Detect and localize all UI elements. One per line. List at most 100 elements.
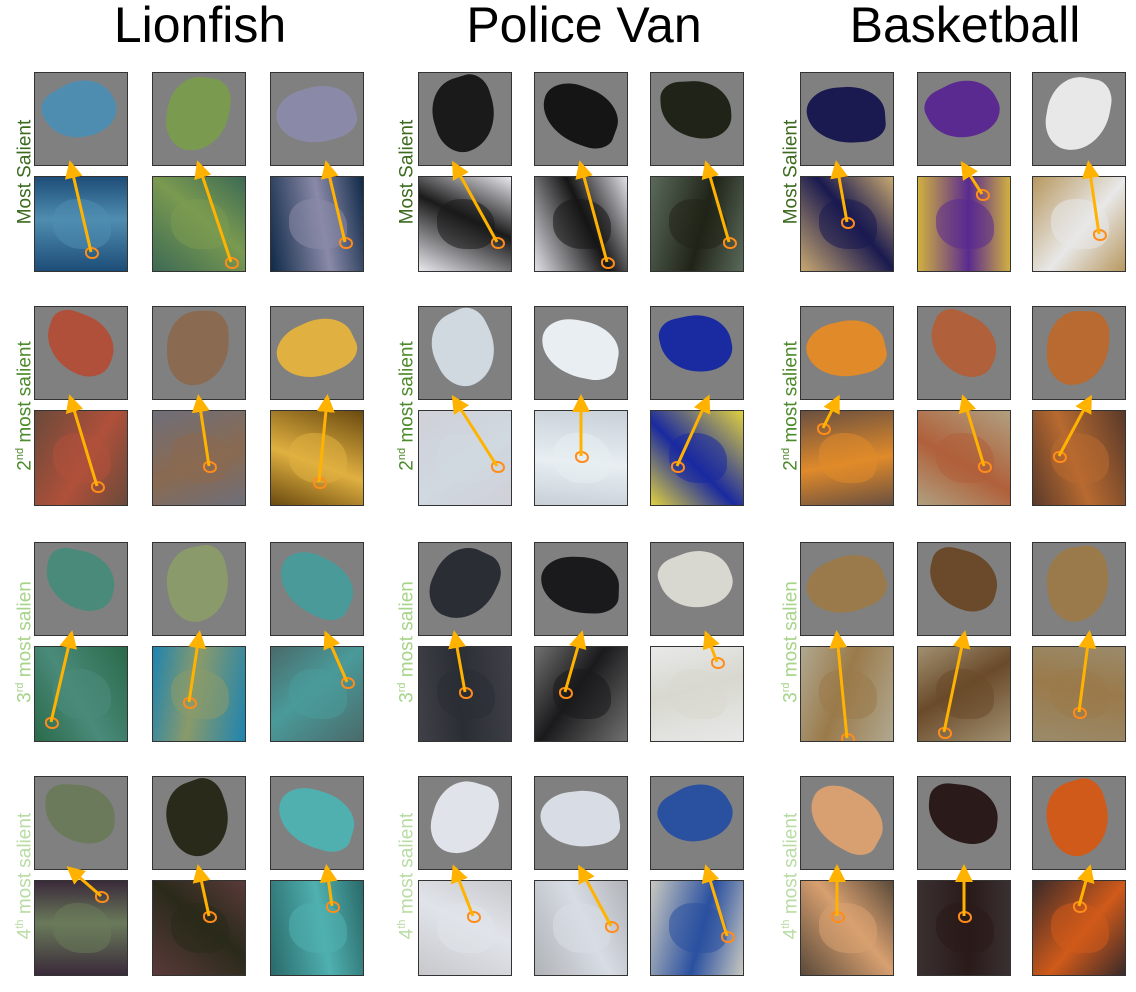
tile-ball-r2-c3	[1032, 306, 1126, 506]
patch-region	[36, 307, 124, 384]
salient-patch	[917, 542, 1011, 636]
salient-patch	[152, 542, 246, 636]
patch-region	[801, 544, 893, 626]
column-title-ball: Basketball	[849, 0, 1081, 53]
image-subject	[437, 199, 495, 249]
image-subject	[819, 433, 877, 483]
salient-patch	[34, 776, 128, 870]
image-subject	[289, 669, 347, 719]
patch-region	[652, 543, 740, 620]
salient-patch	[418, 72, 512, 166]
salient-location-marker	[313, 477, 327, 489]
tile-van-r4-c3	[650, 776, 744, 976]
tile-van-r2-c3	[650, 306, 744, 506]
salient-location-marker	[339, 237, 353, 249]
source-image	[270, 646, 364, 742]
source-image	[534, 646, 628, 742]
patch-region	[1037, 777, 1119, 863]
tile-lionfish-r4-c1	[34, 776, 128, 976]
source-image	[418, 176, 512, 272]
patch-region	[271, 543, 363, 628]
tile-ball-r3-c3	[1032, 542, 1126, 742]
row-label-4: 4th most salient	[6, 761, 35, 991]
image-subject	[53, 433, 111, 483]
salient-patch	[534, 306, 628, 400]
image-subject	[289, 433, 347, 483]
salient-location-marker	[938, 727, 952, 739]
image-subject	[936, 669, 994, 719]
source-image	[418, 410, 512, 506]
salient-patch	[650, 776, 744, 870]
salient-location-marker	[95, 891, 109, 903]
source-image	[34, 410, 128, 506]
tile-van-r4-c1	[418, 776, 512, 976]
tile-lionfish-r3-c1	[34, 542, 128, 742]
patch-region	[419, 307, 509, 395]
salient-location-marker	[1073, 901, 1087, 913]
patch-region	[162, 73, 234, 155]
image-subject	[437, 433, 495, 483]
patch-region	[156, 777, 240, 864]
patch-region	[35, 73, 125, 153]
source-image	[534, 410, 628, 506]
tile-lionfish-r2-c2	[152, 306, 246, 506]
source-image	[917, 410, 1011, 506]
row-label-4: 4th most salient	[388, 761, 418, 991]
row-label-prefix: 3	[396, 692, 418, 703]
tile-van-r3-c2	[534, 542, 628, 742]
patch-region	[43, 783, 117, 845]
image-subject	[669, 903, 727, 953]
patch-region	[925, 781, 1001, 847]
row-label-3: 3rd most salien	[6, 527, 36, 757]
row-label-prefix: 4	[396, 928, 418, 940]
patch-region	[165, 309, 231, 387]
patch-region	[921, 543, 1005, 618]
salient-patch	[917, 776, 1011, 870]
image-subject	[553, 199, 611, 249]
patch-region	[420, 543, 508, 631]
patch-region	[271, 77, 362, 153]
row-label-3: 3rd most salien	[388, 527, 418, 757]
salient-location-marker	[978, 461, 992, 473]
tile-ball-r1-c1	[800, 72, 894, 272]
patch-region	[655, 308, 737, 380]
source-image	[650, 646, 744, 742]
image-subject	[53, 199, 111, 249]
source-image	[917, 176, 1011, 272]
source-image	[1032, 410, 1126, 506]
row-label-1: Most Salient	[388, 57, 417, 287]
row-label-suffix: most salien	[780, 581, 802, 683]
patch-region	[918, 73, 1008, 152]
tile-lionfish-r2-c1	[34, 306, 128, 506]
salient-patch	[534, 776, 628, 870]
source-image	[534, 880, 628, 976]
row-label-2: 2nd most salient	[6, 291, 35, 521]
tile-ball-r4-c2	[917, 776, 1011, 976]
tile-ball-r3-c2	[917, 542, 1011, 742]
image-subject	[171, 669, 229, 719]
row-label-3: 3rd most salien	[772, 527, 802, 757]
salient-patch	[34, 542, 128, 636]
source-image	[152, 176, 246, 272]
salient-location-marker	[605, 921, 619, 933]
row-label-prefix: 2	[780, 460, 802, 471]
patch-region	[536, 314, 624, 384]
tile-ball-r1-c3	[1032, 72, 1126, 272]
source-image	[34, 880, 128, 976]
image-subject	[819, 669, 877, 719]
salient-patch	[1032, 72, 1126, 166]
row-label-suffix: most salient	[780, 812, 802, 920]
salient-location-marker	[721, 931, 735, 943]
patch-region	[919, 307, 1007, 385]
salient-patch	[800, 542, 894, 636]
row-label-prefix: 3	[14, 692, 36, 703]
salient-patch	[1032, 776, 1126, 870]
source-image	[650, 410, 744, 506]
row-label-prefix: Most Salient	[14, 119, 36, 225]
source-image	[1032, 880, 1126, 976]
source-image	[418, 646, 512, 742]
salient-location-marker	[203, 911, 217, 923]
salient-location-marker	[341, 677, 355, 689]
row-label-2: 2nd most salient	[772, 291, 802, 521]
source-image	[418, 880, 512, 976]
